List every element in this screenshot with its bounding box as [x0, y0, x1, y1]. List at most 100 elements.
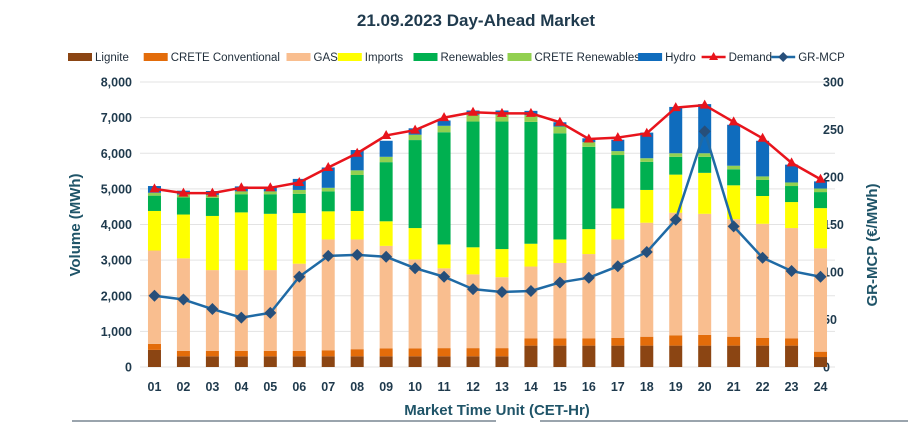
line-series-gr-mcp: [148, 125, 827, 324]
bar-segment-lignite: [553, 345, 567, 367]
bar-segment-lignite: [756, 345, 770, 367]
point-demand: [468, 106, 479, 116]
point-demand: [554, 116, 565, 126]
bar-stack-09: [379, 140, 393, 367]
bar-segment-renewables: [640, 161, 654, 190]
x-tick-label: 02: [176, 380, 190, 394]
bar-segment-imports: [205, 215, 219, 271]
bar-stack-22: [756, 140, 770, 367]
bar-stack-16: [582, 138, 596, 367]
point-demand: [207, 187, 218, 197]
x-tick-label: 05: [263, 380, 277, 394]
x-axis-ticks: 01 02 03 04 05 06 07 08 09 10 11 12 13 14 15 16 17 18 19 20…: [148, 380, 828, 394]
bar-segment-lignite: [263, 356, 277, 367]
legend-marker-diamond: [778, 52, 789, 62]
bar-segment-gas: [524, 266, 538, 339]
bar-segment-renewables: [727, 169, 741, 186]
bar-segment-crete-renewables: [756, 176, 770, 180]
point-demand: [410, 124, 421, 134]
point-gr-mcp: [438, 270, 451, 283]
bar-segment-crete-conventional: [611, 337, 625, 346]
legend-label: Renewables: [441, 52, 505, 64]
bar-segment-renewables: [263, 194, 277, 214]
point-demand: [757, 132, 768, 142]
bar-segment-lignite: [408, 356, 422, 367]
bar-segment-imports: [234, 212, 248, 271]
bar-stack-15: [553, 122, 567, 367]
point-gr-mcp: [698, 125, 711, 138]
bar-segment-hydro: [379, 140, 393, 157]
bar-segment-crete-conventional: [350, 349, 364, 357]
point-demand: [178, 187, 189, 197]
x-tick-label: 23: [785, 380, 799, 394]
bar-segment-gas: [495, 277, 509, 349]
bar-segment-crete-conventional: [176, 350, 190, 357]
point-gr-mcp: [669, 213, 682, 226]
bar-segment-gas: [408, 259, 422, 349]
x-tick-label: 19: [669, 380, 683, 394]
bar-segment-imports: [582, 229, 596, 255]
bar-segment-renewables: [698, 156, 712, 173]
bar-segment-hydro: [727, 124, 741, 166]
bar-segment-imports: [814, 208, 828, 249]
point-demand: [439, 112, 450, 122]
bar-segment-hydro: [785, 164, 799, 183]
bar-stack-23: [785, 164, 799, 367]
bar-segment-crete-conventional: [466, 348, 480, 357]
bar-stack-11: [437, 120, 451, 367]
legend-item-gr-mcp: GR-MCP: [771, 52, 845, 64]
bar-segment-gas: [437, 268, 451, 349]
x-tick-label: 06: [292, 380, 306, 394]
y2-tick-label: 200: [823, 171, 844, 185]
bar-segment-imports: [379, 221, 393, 246]
bar-segment-crete-conventional: [756, 337, 770, 346]
x-axis-title: Market Time Unit (CET-Hr): [404, 402, 590, 419]
bar-segment-lignite: [785, 345, 799, 367]
bar-stack-10: [408, 128, 422, 367]
x-tick-label: 17: [611, 380, 625, 394]
bar-segment-hydro: [669, 106, 683, 154]
bar-segment-crete-conventional: [147, 343, 161, 350]
x-tick-label: 14: [524, 380, 538, 394]
point-gr-mcp: [235, 311, 248, 324]
y-tick-label: 4,000: [101, 218, 132, 232]
bar-segment-crete-conventional: [582, 338, 596, 346]
bar-segment-gas: [234, 270, 248, 351]
bar-segment-renewables: [495, 121, 509, 250]
x-tick-label: 11: [437, 380, 450, 394]
bar-segment-renewables: [176, 197, 190, 215]
bar-segment-imports: [495, 249, 509, 278]
bar-segment-imports: [727, 185, 741, 220]
x-tick-label: 16: [582, 380, 596, 394]
bar-segment-hydro: [814, 181, 828, 189]
bar-segment-crete-renewables: [466, 114, 480, 122]
bar-segment-crete-renewables: [263, 191, 277, 195]
bar-segment-renewables: [669, 156, 683, 175]
bar-stack-14: [524, 110, 538, 367]
y2-tick-label: 250: [823, 123, 844, 137]
x-tick-label: 04: [234, 380, 248, 394]
x-tick-label: 08: [350, 380, 364, 394]
y-tick-label: 7,000: [101, 111, 132, 125]
bar-segment-crete-renewables: [437, 125, 451, 133]
bar-segment-gas: [785, 228, 799, 339]
bar-segment-renewables: [234, 194, 248, 213]
bar-segment-gas: [727, 219, 741, 337]
bar-stack-04: [234, 186, 248, 367]
bar-segment-crete-conventional: [553, 338, 567, 346]
bar-segment-renewables: [611, 155, 625, 209]
point-demand: [641, 127, 652, 137]
point-gr-mcp: [785, 265, 798, 278]
bar-segment-crete-renewables: [495, 114, 509, 122]
bar-segment-renewables: [350, 174, 364, 211]
point-gr-mcp: [264, 306, 277, 319]
bar-segment-renewables: [321, 191, 335, 212]
legend-label: GR-MCP: [798, 52, 845, 64]
bar-segment-lignite: [727, 345, 741, 367]
bar-stack-19: [669, 106, 683, 367]
bar-segment-gas: [640, 222, 654, 337]
bar-segment-crete-renewables: [640, 158, 654, 162]
bar-segment-crete-conventional: [495, 348, 509, 357]
stacked-bars: [147, 104, 828, 367]
bar-stack-07: [321, 167, 335, 367]
